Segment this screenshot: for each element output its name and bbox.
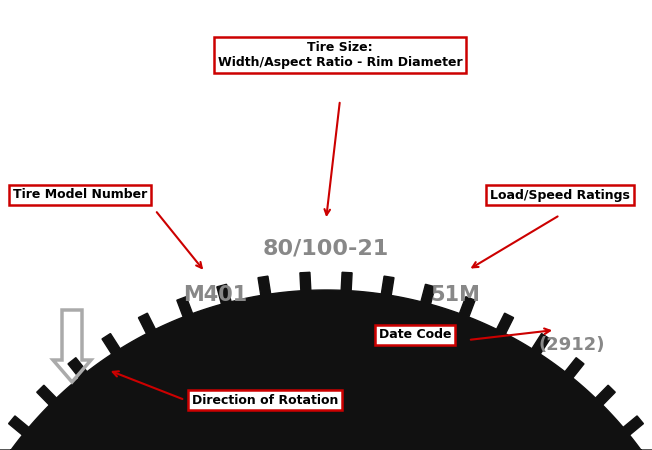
Polygon shape: [8, 416, 29, 435]
Polygon shape: [300, 272, 311, 291]
Polygon shape: [258, 276, 271, 296]
Text: M401: M401: [183, 285, 247, 305]
Text: 51M: 51M: [430, 285, 480, 305]
Polygon shape: [341, 272, 352, 291]
Polygon shape: [217, 284, 231, 304]
Polygon shape: [623, 416, 644, 435]
Text: Load/Speed Ratings: Load/Speed Ratings: [490, 189, 630, 202]
Text: Tire Model Number: Tire Model Number: [13, 189, 147, 202]
Polygon shape: [460, 297, 475, 317]
Polygon shape: [138, 313, 155, 334]
Polygon shape: [381, 276, 394, 296]
Text: Tire Size:
Width/Aspect Ratio - Rim Diameter: Tire Size: Width/Aspect Ratio - Rim Diam…: [218, 41, 462, 69]
Polygon shape: [0, 290, 652, 450]
Polygon shape: [177, 297, 192, 317]
Polygon shape: [37, 385, 57, 405]
Text: Date Code: Date Code: [379, 328, 451, 342]
Polygon shape: [497, 313, 514, 334]
Polygon shape: [532, 333, 550, 354]
Polygon shape: [421, 284, 435, 304]
Polygon shape: [102, 333, 120, 354]
Text: Direction of Rotation: Direction of Rotation: [192, 393, 338, 406]
Polygon shape: [595, 385, 615, 405]
Text: (2912): (2912): [539, 336, 605, 354]
Text: 80/100-21: 80/100-21: [263, 238, 389, 258]
Polygon shape: [565, 358, 584, 378]
Polygon shape: [68, 358, 87, 378]
